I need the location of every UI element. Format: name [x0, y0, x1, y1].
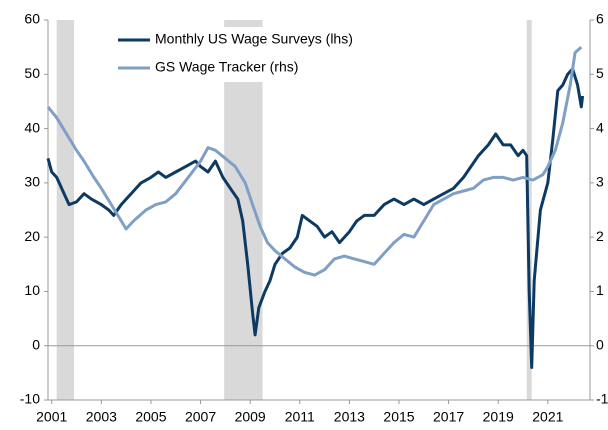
x-tick-label: 2019 [483, 409, 514, 425]
recession-shade [526, 20, 532, 400]
x-tick-label: 2011 [285, 409, 315, 425]
x-tick-label: 2017 [433, 409, 464, 425]
legend-label: GS Wage Tracker (rhs) [155, 59, 298, 75]
y2-tick-label: -1 [596, 391, 608, 407]
y2-tick-label: 5 [596, 65, 604, 81]
x-tick-label: 2001 [36, 409, 67, 425]
y2-tick-label: 4 [596, 119, 604, 135]
x-tick-label: 2009 [235, 409, 266, 425]
y-tick-label: 40 [24, 119, 40, 135]
y2-tick-label: 1 [596, 282, 604, 298]
y2-tick-label: 2 [596, 228, 604, 244]
legend-box [112, 27, 352, 82]
recession-shade [56, 20, 75, 400]
y-tick-label: 10 [24, 282, 40, 298]
y-tick-label: 50 [24, 65, 40, 81]
y-tick-label: -10 [20, 391, 40, 407]
y-tick-label: 60 [24, 11, 40, 27]
x-tick-label: 2005 [135, 409, 166, 425]
y-tick-label: 20 [24, 228, 40, 244]
recession-shade [224, 20, 263, 400]
legend-label: Monthly US Wage Surveys (lhs) [155, 31, 353, 47]
x-tick-label: 2013 [334, 409, 365, 425]
x-tick-label: 2021 [532, 409, 563, 425]
y2-tick-label: 3 [596, 174, 604, 190]
series-line [46, 67, 585, 369]
y-tick-label: 30 [24, 174, 40, 190]
y2-tick-label: 0 [596, 336, 604, 352]
y-tick-label: 0 [32, 336, 40, 352]
x-tick-label: 2007 [185, 409, 216, 425]
series-line [46, 45, 583, 277]
x-tick-label: 2003 [86, 409, 117, 425]
y2-tick-label: 6 [596, 11, 604, 27]
x-tick-label: 2015 [383, 409, 414, 425]
